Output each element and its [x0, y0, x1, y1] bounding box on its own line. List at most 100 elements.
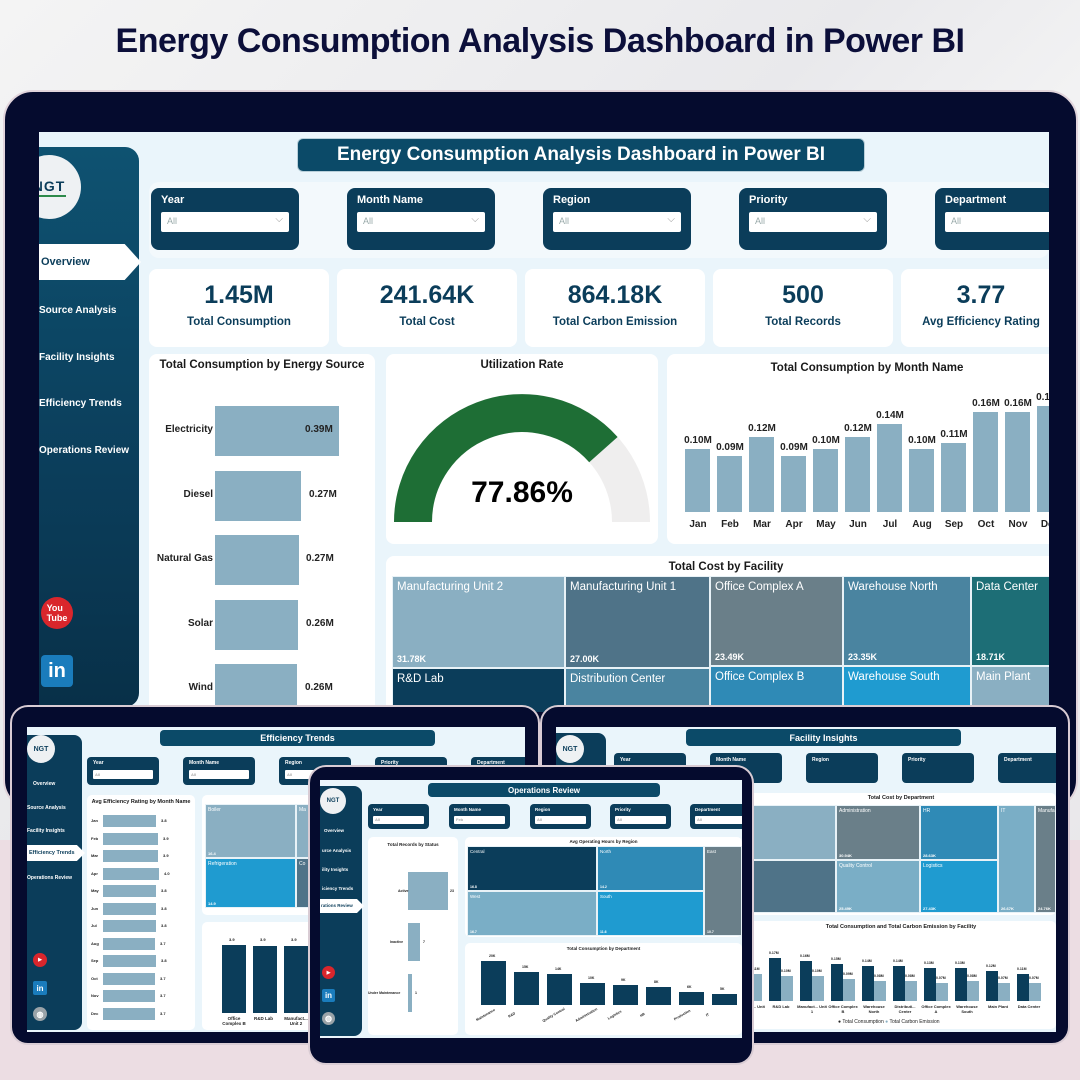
year-filter[interactable]: Year All [87, 757, 159, 785]
bar-dept[interactable] [481, 961, 506, 1005]
bar-consumption[interactable] [924, 968, 936, 1001]
bar-may[interactable] [103, 885, 156, 897]
nav-overview[interactable]: Overview [33, 781, 56, 787]
globe-icon[interactable]: ◍ [33, 1007, 47, 1021]
year-filter[interactable]: Year All ⌵ [151, 188, 299, 250]
bar-active[interactable] [408, 872, 448, 910]
bar-dept[interactable] [580, 983, 605, 1005]
bar-diesel[interactable]: Diesel 0.27M [149, 471, 379, 521]
bar-emission[interactable] [812, 976, 824, 1001]
bar-inactive[interactable] [408, 923, 420, 961]
tm-it[interactable]: IT 26.67K [998, 805, 1035, 913]
tm-logistics[interactable]: Logistics 27.43K [920, 860, 998, 913]
nav-operations-review[interactable]: Operations Review [27, 875, 73, 881]
bar-dec[interactable] [1037, 406, 1049, 512]
department-filter[interactable]: Department [998, 753, 1056, 783]
tm-main-plant[interactable]: Main Plant [971, 666, 1049, 712]
bar-dept[interactable] [613, 985, 638, 1005]
bar-sep[interactable] [941, 443, 966, 512]
bar-emission[interactable] [936, 983, 948, 1001]
bar-emission[interactable] [905, 981, 917, 1001]
nav-overview[interactable]: Overview [324, 828, 345, 833]
nav-operations-review[interactable]: rations Review [320, 899, 364, 913]
tm-refrigeration[interactable]: Refrigeration 14.9 [205, 858, 296, 908]
bar-mar[interactable] [749, 437, 774, 512]
month-filter[interactable]: Month Name Feb [449, 804, 510, 829]
tm-distribution-center[interactable]: Distribution Center [565, 668, 710, 712]
bar-feb[interactable] [717, 456, 742, 512]
bar-consumption[interactable] [893, 966, 905, 1001]
youtube-icon[interactable]: ▶ [322, 966, 335, 979]
bar-nov[interactable] [103, 990, 155, 1002]
tm-manufacturing-unit-1[interactable]: Manufacturing Unit 1 27.00K [565, 576, 710, 668]
tm-central[interactable]: Central 16.8 [467, 846, 597, 891]
bar-consumption[interactable] [831, 964, 843, 1001]
bar-dept[interactable] [679, 992, 704, 1005]
nav-source-analysis[interactable]: Source Analysis [27, 805, 66, 811]
priority-filter[interactable]: Priority All ⌵ [739, 188, 887, 250]
bar-jan[interactable] [685, 449, 710, 512]
bar-aug[interactable] [103, 937, 155, 950]
tm-manufacturing[interactable]: Manufa 24.76K [1035, 805, 1056, 913]
bar-oct[interactable] [103, 972, 155, 985]
tm-south[interactable]: South 11.6 [597, 891, 704, 936]
tm-north[interactable]: North 14.2 [597, 846, 704, 891]
youtube-icon[interactable]: You Tube [41, 597, 73, 629]
bar-oct[interactable] [973, 412, 998, 512]
tm-data-center[interactable]: Data Center 18.71K [971, 576, 1049, 666]
tm-warehouse-north[interactable]: Warehouse North 23.35K [843, 576, 971, 666]
nav-operations-review[interactable]: Operations Review [39, 445, 130, 456]
bar-jun[interactable] [845, 437, 870, 512]
bar-consumption[interactable] [1017, 974, 1029, 1001]
globe-icon[interactable]: ◍ [322, 1012, 335, 1025]
nav-source-analysis[interactable]: Source Analysis [39, 305, 117, 316]
bar-consumption[interactable] [955, 968, 967, 1001]
bar-consumption[interactable] [769, 958, 781, 1001]
bar-emission[interactable] [874, 981, 886, 1001]
bar-consumption[interactable] [862, 966, 874, 1001]
tm-production[interactable] [746, 860, 836, 913]
tm-maintenance[interactable] [746, 805, 836, 860]
bar-dept[interactable] [547, 974, 572, 1005]
bar-apr[interactable] [781, 456, 806, 512]
bar-nov[interactable] [1005, 412, 1030, 512]
bar-mar[interactable] [103, 850, 158, 862]
nav-facility-insights[interactable]: ility Insights [322, 867, 349, 872]
tm-warehouse-south[interactable]: Warehouse South [843, 666, 971, 712]
bar-jul[interactable] [877, 424, 902, 512]
bar-solar[interactable]: Solar 0.26M [149, 600, 379, 650]
nav-facility-insights[interactable]: Facility Insights [39, 352, 115, 363]
department-filter[interactable]: Department All [690, 804, 742, 829]
year-filter[interactable]: Year All [368, 804, 429, 829]
bar-dec[interactable] [103, 1007, 155, 1020]
nav-efficiency-trends[interactable]: Efficiency Trends [39, 398, 122, 409]
month-filter[interactable]: Month Name All ⌵ [347, 188, 495, 250]
bar-sep[interactable] [103, 955, 156, 967]
nav-overview[interactable]: Overview [39, 244, 141, 280]
tm-administration[interactable]: Administration 30.94K [836, 805, 920, 860]
bar-consumption[interactable] [800, 961, 812, 1001]
bar-feb[interactable] [103, 832, 158, 845]
bar-rnd-lab[interactable] [253, 946, 277, 1013]
bar-electricity[interactable]: Electricity 0.39M [149, 406, 379, 456]
bar-jul[interactable] [103, 920, 156, 932]
tm-east[interactable]: East 10.7 [704, 846, 742, 936]
bar-emission[interactable] [998, 983, 1010, 1001]
bar-may[interactable] [813, 449, 838, 512]
tm-office-complex-a[interactable]: Office Complex A 23.49K [710, 576, 843, 666]
bar-manufacturing-unit-2[interactable] [284, 946, 308, 1013]
linkedin-icon[interactable]: in [33, 981, 47, 995]
linkedin-icon[interactable]: in [322, 989, 335, 1002]
region-filter[interactable]: Region All [530, 804, 591, 829]
linkedin-icon[interactable]: in [41, 655, 73, 687]
priority-filter[interactable]: Priority [902, 753, 974, 783]
nav-efficiency-trends[interactable]: Efficiency Trends [27, 845, 85, 861]
bar-dept[interactable] [712, 994, 737, 1005]
bar-jan[interactable] [103, 815, 156, 827]
tm-manufacturing-unit-2[interactable]: Manufacturing Unit 2 31.78K [392, 576, 565, 668]
bar-dept[interactable] [514, 972, 539, 1005]
bar-office-complex-b[interactable] [222, 945, 246, 1013]
youtube-icon[interactable]: ▶ [33, 953, 47, 967]
region-filter[interactable]: Region [806, 753, 878, 783]
